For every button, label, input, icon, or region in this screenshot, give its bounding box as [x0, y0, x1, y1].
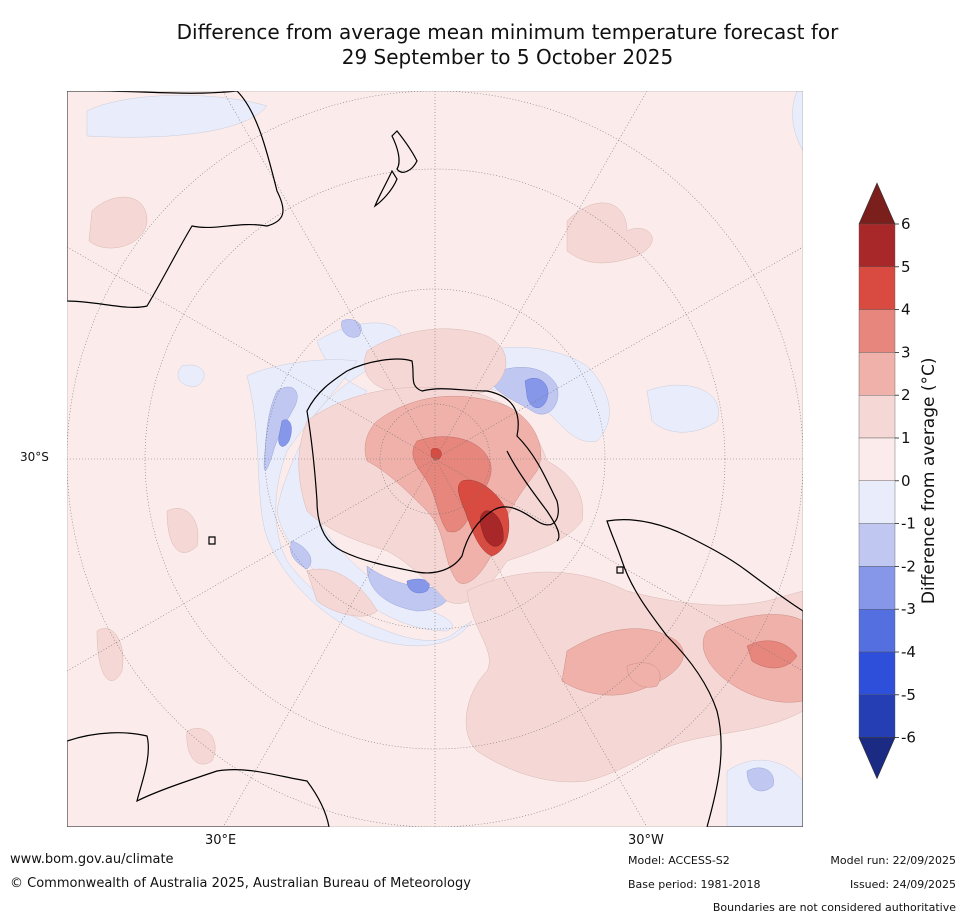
anomaly-pos-5 [480, 510, 504, 547]
chart-title: Difference from average mean minimum tem… [0, 20, 965, 70]
footer-model: Model: ACCESS-S2 [628, 854, 730, 867]
south-america-coast [606, 519, 803, 827]
colorbar-tick-label: -3 [901, 600, 916, 618]
graticule [67, 91, 803, 827]
footer-base-period: Base period: 1981-2018 [628, 878, 761, 891]
antarctica-coast [306, 358, 559, 574]
colorbar-segment [858, 352, 896, 396]
polar-map [67, 91, 803, 827]
colorbar-segment [858, 223, 896, 267]
colorbar-tick-label: 2 [901, 386, 911, 404]
coastlines [67, 91, 803, 827]
colorbar-extend-low [858, 737, 896, 780]
colorbar-segment [858, 694, 896, 738]
colorbar: 6 5 4 3 2 1 0 -1 -2 -3 -4 -5 -6 Difference from avera… [858, 182, 939, 780]
colorbar-tick-label: -1 [901, 515, 916, 533]
colorbar-tick-label: -5 [901, 686, 916, 704]
colorbar-segment [858, 609, 896, 653]
colorbar-tick-label: 6 [901, 215, 911, 233]
new-zealand-coast [391, 130, 418, 173]
colorbar-tick-label: -6 [901, 729, 916, 747]
footer-copyright: © Commonwealth of Australia 2025, Austra… [10, 876, 471, 891]
colorbar-segment [858, 266, 896, 310]
colorbar-extend-high [858, 182, 896, 225]
footer-model-run: Model run: 22/09/2025 [830, 854, 956, 867]
africa-coast [67, 732, 330, 827]
colorbar-tick-label: 4 [901, 301, 911, 319]
colorbar-label: Difference from average (°C) [919, 357, 939, 604]
colorbar-tick-label: -4 [901, 643, 916, 661]
colorbar-segment [858, 309, 896, 353]
title-line-2: 29 September to 5 October 2025 [341, 45, 674, 69]
colorbar-segment [858, 566, 896, 610]
lat-label-30s: 30°S [20, 450, 49, 464]
footer-disclaimer: Boundaries are not considered authoritat… [712, 901, 956, 914]
colorbar-tick-label: 0 [901, 472, 911, 490]
colorbar-segment [858, 523, 896, 567]
anomaly-neg-3 [278, 377, 549, 594]
colorbar-segment [858, 437, 896, 481]
colorbar-tick-label: 3 [901, 343, 911, 361]
colorbar-tick-label: 1 [901, 429, 911, 447]
title-line-1: Difference from average mean minimum tem… [176, 20, 839, 44]
colorbar-segment [858, 651, 896, 695]
lon-label-30w: 30°W [628, 833, 664, 848]
colorbar-tick-label: -2 [901, 557, 916, 575]
lon-label-30e: 30°E [205, 833, 237, 848]
colorbar-segment [858, 480, 896, 524]
colorbar-segment [858, 394, 896, 439]
colorbar-tick-label: 5 [901, 258, 911, 276]
australia-coast [67, 91, 284, 308]
footer-issued: Issued: 24/09/2025 [849, 878, 956, 891]
footer-url[interactable]: www.bom.gov.au/climate [10, 852, 174, 867]
